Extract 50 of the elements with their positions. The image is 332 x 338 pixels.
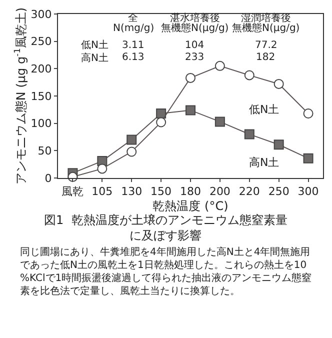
y-tick-label: 300 bbox=[30, 8, 52, 21]
y-tick-label: 200 bbox=[30, 62, 52, 76]
y-tick-label: 100 bbox=[30, 117, 52, 130]
annotation: 高N土 bbox=[81, 52, 108, 64]
point bbox=[186, 105, 196, 116]
y-tick-label: 0 bbox=[44, 172, 52, 185]
annotation: 無機態N(μg/g) bbox=[232, 22, 300, 34]
y-tick-label: 150 bbox=[30, 90, 52, 103]
annotation: 湿潤培養後 bbox=[241, 12, 291, 24]
annotation: 無機態N(μg/g) bbox=[161, 22, 229, 34]
point bbox=[274, 78, 284, 89]
point bbox=[156, 108, 166, 118]
point bbox=[97, 164, 108, 174]
x-tick-label: 180 bbox=[180, 185, 201, 198]
annotation: 233 bbox=[185, 52, 204, 63]
text: 図1 乾熱温度が土壌のアンモニウム態窒素量に及ぼす影響 bbox=[44, 213, 288, 243]
annotation: 104 bbox=[185, 40, 204, 51]
annotation: 77.2 bbox=[255, 40, 278, 51]
series-label: 低N土 bbox=[249, 103, 280, 116]
point bbox=[126, 134, 137, 145]
x-tick-label: 250 bbox=[268, 185, 290, 198]
point bbox=[214, 60, 225, 71]
x-tick-label: 130 bbox=[121, 185, 142, 198]
point bbox=[244, 129, 254, 140]
y-tick-label: 50 bbox=[38, 144, 52, 158]
x-tick-label: 風乾 bbox=[62, 185, 84, 198]
point bbox=[274, 140, 284, 150]
x-tick-label: 300 bbox=[298, 185, 319, 198]
x-tick-label: 220 bbox=[238, 185, 260, 198]
point bbox=[303, 108, 314, 118]
point bbox=[156, 117, 166, 128]
annotation: 3.11 bbox=[122, 40, 144, 51]
x-tick-label: 200 bbox=[209, 185, 230, 198]
annotation: N(mg/g) bbox=[113, 23, 154, 34]
annotation: 湛水培養後 bbox=[170, 12, 220, 24]
point bbox=[214, 116, 225, 127]
annotation: 全 bbox=[128, 12, 138, 24]
point bbox=[303, 153, 314, 164]
point bbox=[244, 70, 254, 80]
annotation: 低N土 bbox=[81, 39, 108, 51]
point bbox=[186, 72, 196, 83]
point bbox=[126, 146, 137, 157]
text: 同じ圃場にあり、牛糞堆肥を4年間施用した高N土と4年間無施用であった低N土の風乾土を1日乾熱処理した。これらの熱土を10%KClで1時間振盪後濾過して得られた抽出液のアンモニウム態窒素を比色法で定量し、風乾土当たりに換算した。 bbox=[20, 246, 312, 297]
x-tick-label: 105 bbox=[92, 185, 113, 198]
x-tick-label: 150 bbox=[150, 185, 172, 198]
annotation: 182 bbox=[256, 52, 276, 63]
annotation: 6.13 bbox=[122, 52, 144, 63]
x-axis-title: 乾熱温度 (°C) bbox=[152, 199, 228, 214]
y-tick-label: 250 bbox=[30, 35, 52, 48]
series-label: 高N土 bbox=[249, 156, 280, 169]
